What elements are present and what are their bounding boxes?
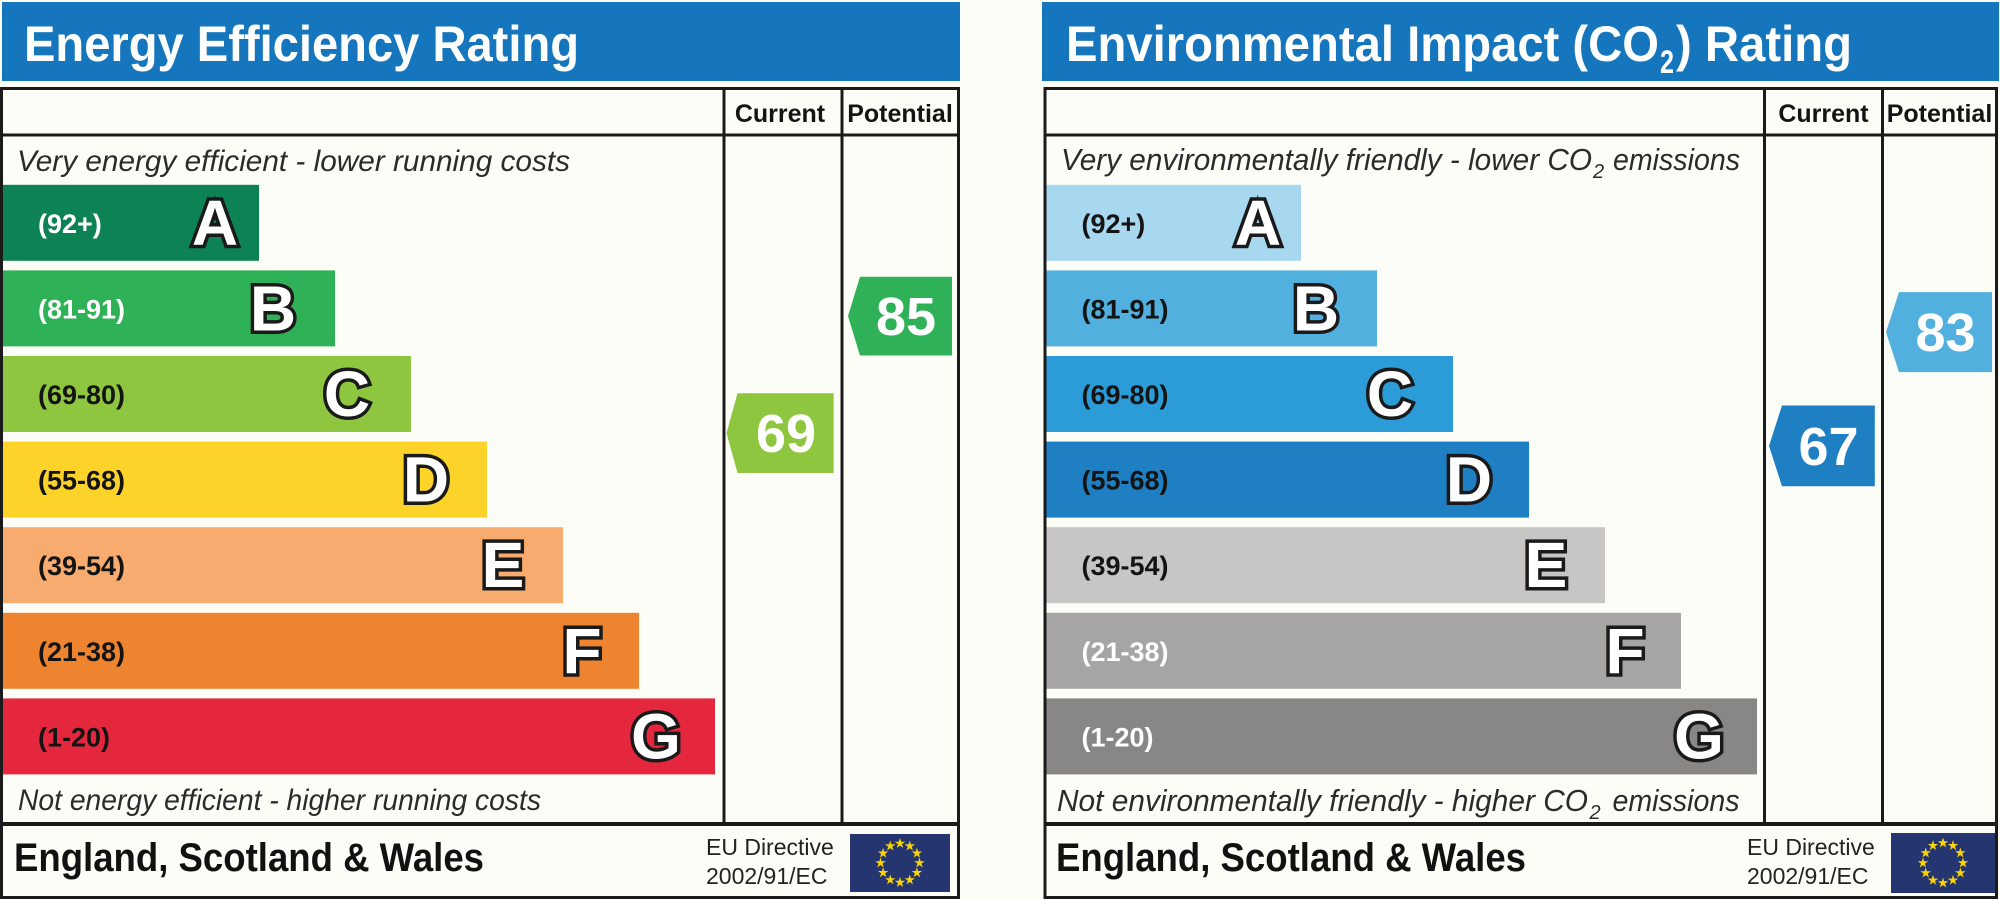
- svg-text:G: G: [631, 700, 681, 772]
- svg-text:85: 85: [876, 287, 936, 347]
- svg-text:Not energy efficient - higher: Not energy efficient - higher running co…: [18, 784, 541, 817]
- svg-text:69: 69: [756, 404, 816, 464]
- svg-text:Environmental Impact (CO: Environmental Impact (CO: [1066, 16, 1659, 72]
- svg-text:England, Scotland & Wales: England, Scotland & Wales: [1056, 836, 1526, 880]
- svg-text:(81-91): (81-91): [38, 294, 125, 324]
- svg-text:(21-38): (21-38): [38, 637, 125, 667]
- svg-text:Current: Current: [1778, 100, 1869, 128]
- svg-text:C: C: [1367, 358, 1413, 430]
- svg-text:Potential: Potential: [847, 100, 953, 128]
- svg-text:) Rating: ) Rating: [1676, 16, 1852, 72]
- svg-text:(21-38): (21-38): [1082, 637, 1169, 667]
- svg-text:G: G: [1674, 700, 1724, 772]
- svg-text:D: D: [1446, 444, 1492, 516]
- svg-text:Very environmentally friendly: Very environmentally friendly - lower CO: [1061, 142, 1592, 177]
- svg-text:E: E: [482, 529, 525, 601]
- svg-text:(69-80): (69-80): [38, 380, 125, 410]
- svg-text:Not environmentally friendly -: Not environmentally friendly - higher CO: [1057, 783, 1588, 818]
- svg-text:(1-20): (1-20): [1082, 722, 1154, 752]
- svg-text:(39-54): (39-54): [1082, 551, 1169, 581]
- svg-text:Current: Current: [735, 100, 826, 128]
- svg-text:E: E: [1525, 529, 1568, 601]
- svg-text:emissions: emissions: [1613, 783, 1740, 818]
- svg-text:D: D: [403, 444, 449, 516]
- svg-text:Potential: Potential: [1887, 100, 1993, 128]
- svg-text:(39-54): (39-54): [38, 551, 125, 581]
- svg-text:2: 2: [1660, 44, 1674, 80]
- svg-text:(55-68): (55-68): [38, 466, 125, 496]
- svg-text:2: 2: [1589, 802, 1601, 824]
- svg-text:EU Directive: EU Directive: [706, 834, 834, 860]
- svg-text:2002/91/EC: 2002/91/EC: [1747, 863, 1868, 889]
- svg-text:(81-91): (81-91): [1082, 294, 1169, 324]
- svg-text:Very energy efficient - lower: Very energy efficient - lower running co…: [17, 145, 570, 178]
- svg-text:emissions: emissions: [1613, 142, 1740, 177]
- svg-text:(69-80): (69-80): [1082, 380, 1169, 410]
- svg-text:F: F: [562, 615, 601, 687]
- svg-text:C: C: [324, 358, 370, 430]
- svg-text:(92+): (92+): [38, 209, 102, 239]
- svg-text:England, Scotland & Wales: England, Scotland & Wales: [14, 836, 484, 880]
- svg-text:F: F: [1605, 615, 1644, 687]
- svg-text:B: B: [1293, 272, 1339, 344]
- svg-text:B: B: [250, 272, 296, 344]
- svg-text:2002/91/EC: 2002/91/EC: [706, 863, 827, 889]
- svg-text:83: 83: [1915, 303, 1975, 363]
- svg-text:2: 2: [1592, 161, 1604, 183]
- svg-text:A: A: [1235, 187, 1281, 259]
- svg-text:EU Directive: EU Directive: [1747, 834, 1875, 860]
- svg-text:(55-68): (55-68): [1082, 466, 1169, 496]
- svg-text:67: 67: [1798, 417, 1858, 477]
- svg-text:Energy Efficiency Rating: Energy Efficiency Rating: [24, 16, 579, 72]
- svg-text:(92+): (92+): [1082, 209, 1146, 239]
- svg-text:A: A: [192, 187, 238, 259]
- svg-text:(1-20): (1-20): [38, 722, 110, 752]
